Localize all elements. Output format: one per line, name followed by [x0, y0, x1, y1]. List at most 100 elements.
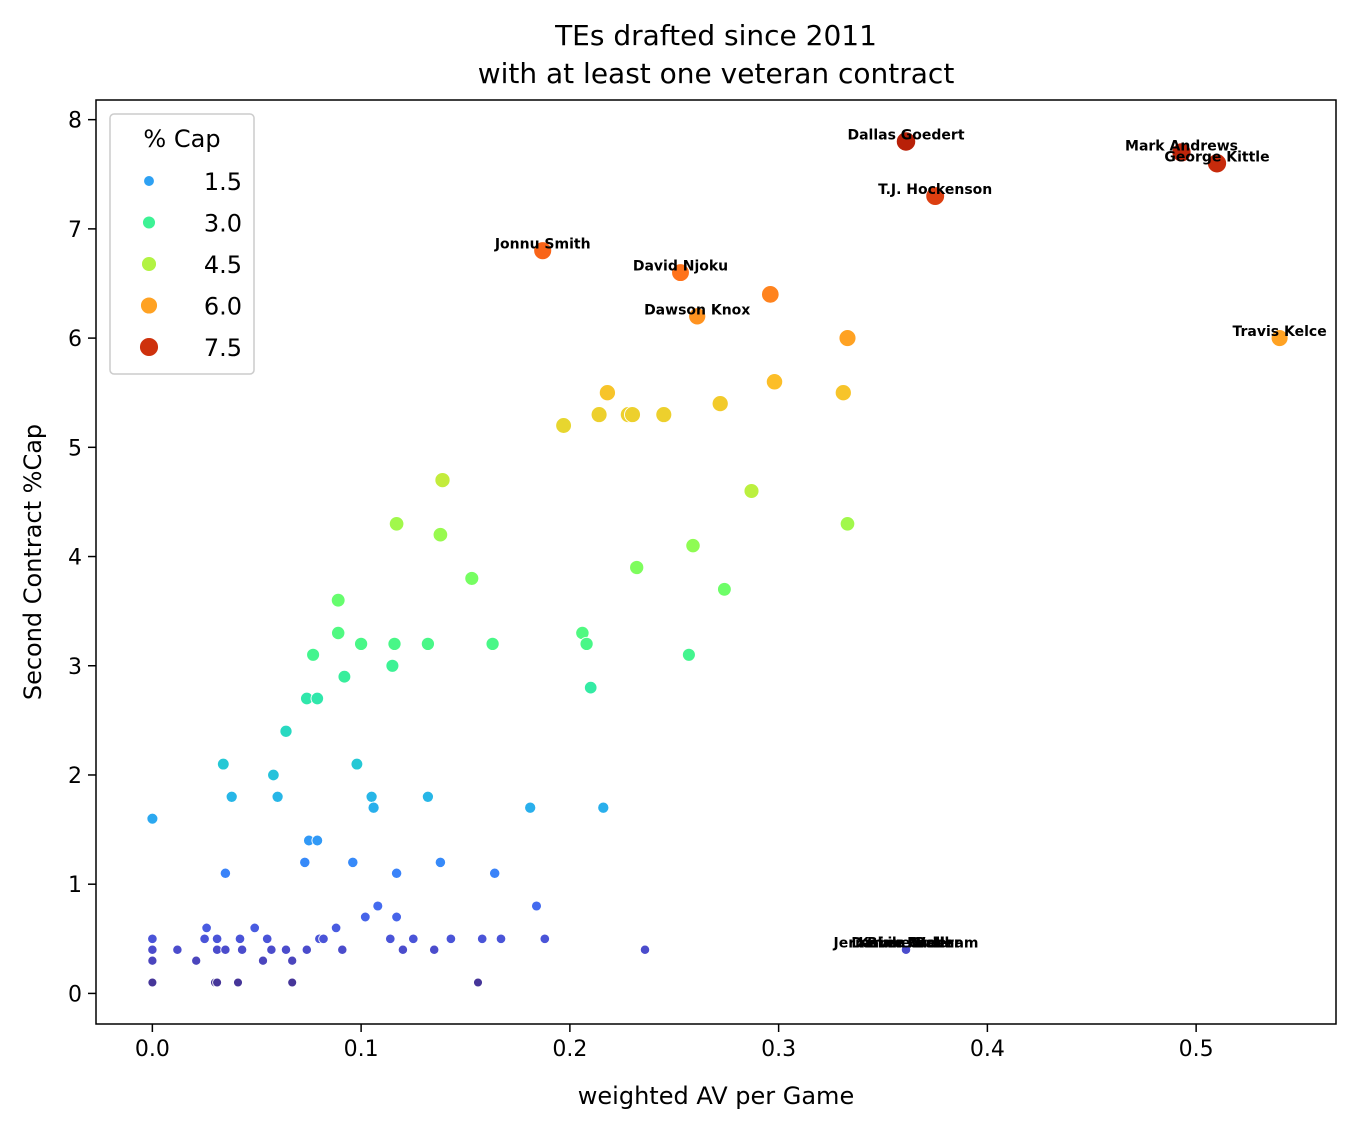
data-point-60 — [219, 867, 232, 879]
data-point-107 — [287, 977, 298, 988]
legend-marker — [141, 256, 157, 272]
data-point-72 — [211, 933, 223, 945]
y-tick-label: 0 — [68, 982, 82, 1007]
data-point-42 — [310, 691, 325, 706]
legend-marker — [142, 215, 156, 230]
data-point-98 — [900, 944, 912, 955]
data-point-53 — [597, 801, 610, 814]
data-point-14 — [590, 406, 608, 424]
data-point-73 — [234, 933, 246, 945]
data-point-89 — [280, 944, 292, 955]
point-label-98: Jermaine Gresham — [832, 936, 978, 952]
data-point-76 — [318, 933, 329, 945]
point-label-0: Dallas Goedert — [847, 128, 964, 144]
legend-marker — [139, 337, 159, 357]
data-point-27 — [717, 581, 732, 597]
data-point-37 — [681, 647, 696, 662]
data-point-26 — [464, 570, 480, 586]
data-point-63 — [531, 900, 542, 912]
y-tick-label: 8 — [68, 109, 82, 134]
y-tick-label: 1 — [68, 873, 82, 898]
data-point-71 — [199, 933, 210, 945]
data-point-58 — [347, 856, 359, 869]
points-layer — [146, 131, 1289, 988]
data-point-74 — [261, 933, 273, 945]
data-point-82 — [539, 933, 551, 945]
point-label-3: T.J. Hockenson — [878, 182, 992, 198]
data-point-70 — [147, 933, 158, 945]
y-tick-label: 4 — [68, 546, 82, 571]
data-point-13 — [711, 395, 729, 413]
data-point-29 — [331, 625, 346, 641]
x-tick-label: 0.1 — [344, 1037, 379, 1062]
point-label-1: Mark Andrews — [1125, 138, 1238, 154]
data-point-62 — [489, 867, 501, 879]
y-tick-label: 6 — [68, 327, 82, 352]
data-point-45 — [350, 757, 364, 771]
data-point-5 — [671, 263, 690, 282]
x-tick-label: 0.3 — [761, 1037, 796, 1062]
data-point-19 — [434, 472, 451, 489]
data-point-12 — [834, 384, 852, 402]
data-point-50 — [421, 790, 434, 803]
data-point-17 — [655, 406, 673, 424]
data-point-18 — [555, 417, 572, 434]
data-point-6 — [761, 285, 780, 304]
data-point-22 — [839, 516, 856, 532]
legend-marker — [143, 175, 155, 187]
data-point-103 — [147, 977, 158, 988]
data-point-51 — [367, 801, 380, 814]
data-point-47 — [225, 790, 238, 803]
data-point-77 — [385, 933, 396, 945]
data-point-102 — [287, 955, 298, 966]
point-label-97: Darren Waller — [851, 936, 961, 952]
data-point-64 — [372, 900, 384, 912]
data-point-24 — [685, 537, 701, 554]
point-label-9: Travis Kelce — [1233, 324, 1327, 340]
data-point-65 — [359, 911, 371, 923]
data-point-40 — [583, 680, 598, 695]
data-point-79 — [445, 933, 457, 945]
data-point-87 — [236, 944, 248, 955]
data-point-1 — [1171, 142, 1192, 163]
data-point-49 — [365, 790, 378, 803]
data-point-7 — [688, 307, 707, 326]
legend-label: 3.0 — [204, 210, 242, 238]
data-point-38 — [385, 658, 400, 673]
y-tick-label: 3 — [68, 655, 82, 680]
data-point-106 — [233, 977, 243, 988]
y-tick-label: 2 — [68, 764, 82, 789]
data-point-48 — [271, 790, 284, 803]
data-point-8 — [838, 329, 857, 348]
data-point-20 — [743, 483, 760, 499]
x-axis-label: weighted AV per Game — [578, 1082, 854, 1110]
data-point-91 — [337, 944, 348, 955]
data-point-80 — [476, 933, 488, 945]
data-point-57 — [299, 856, 311, 869]
chart-title-line-2: with at least one veteran contract — [478, 57, 955, 90]
data-point-86 — [220, 944, 231, 955]
y-tick-label: 5 — [68, 436, 82, 461]
data-point-69 — [330, 922, 342, 934]
legend-marker — [140, 296, 158, 315]
point-label-4: Jonnu Smith — [494, 237, 591, 253]
y-axis-label: Second Contract %Cap — [19, 424, 47, 700]
data-point-52 — [524, 801, 537, 814]
data-point-35 — [579, 636, 594, 651]
data-point-93 — [429, 944, 440, 955]
legend-title: % Cap — [143, 125, 220, 153]
x-tick-label: 0.4 — [970, 1037, 1005, 1062]
data-point-25 — [629, 559, 645, 576]
y-axis: 0 1 2 3 4 5 6 7 8 — [68, 109, 96, 1007]
data-point-0 — [895, 131, 917, 152]
data-point-39 — [337, 669, 352, 684]
data-point-9 — [1270, 329, 1289, 348]
data-point-4 — [533, 241, 553, 261]
point-label-95: Kevin Rader — [858, 936, 954, 952]
data-point-90 — [301, 944, 312, 955]
data-point-32 — [387, 636, 402, 651]
data-point-83 — [147, 944, 158, 955]
data-point-46 — [267, 768, 280, 782]
